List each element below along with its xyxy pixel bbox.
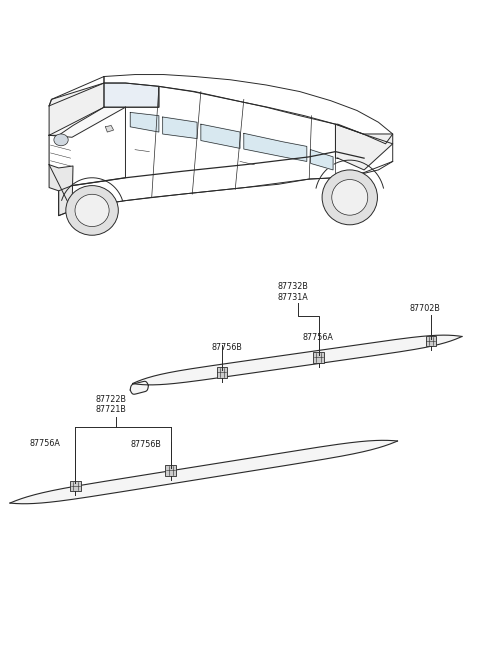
Text: 87722B
87721B: 87722B 87721B <box>96 395 127 414</box>
Text: 87756A: 87756A <box>29 439 60 448</box>
Polygon shape <box>106 125 114 132</box>
Polygon shape <box>104 83 159 107</box>
Polygon shape <box>336 124 393 170</box>
Polygon shape <box>201 124 240 148</box>
Polygon shape <box>130 112 159 132</box>
Ellipse shape <box>75 194 109 226</box>
Text: 87702B: 87702B <box>410 304 441 313</box>
Polygon shape <box>311 150 333 170</box>
Polygon shape <box>49 77 104 106</box>
Text: 87756B: 87756B <box>211 343 242 352</box>
Polygon shape <box>104 75 393 144</box>
Text: 87756A: 87756A <box>303 333 334 342</box>
Bar <box>426 336 436 346</box>
Text: 87732B
87731A: 87732B 87731A <box>277 283 308 302</box>
Bar <box>313 352 324 363</box>
Ellipse shape <box>332 180 368 215</box>
Text: 87756B: 87756B <box>130 440 161 449</box>
Bar <box>166 465 176 476</box>
Bar <box>70 481 81 491</box>
Ellipse shape <box>322 170 377 225</box>
Polygon shape <box>49 135 73 216</box>
Polygon shape <box>130 381 148 394</box>
Polygon shape <box>49 83 104 135</box>
Polygon shape <box>244 133 307 161</box>
Polygon shape <box>163 117 197 138</box>
Bar <box>216 367 227 378</box>
Polygon shape <box>49 107 125 137</box>
Ellipse shape <box>54 134 68 146</box>
Polygon shape <box>10 440 397 504</box>
Polygon shape <box>59 87 393 216</box>
Polygon shape <box>132 335 462 385</box>
Ellipse shape <box>66 186 118 236</box>
